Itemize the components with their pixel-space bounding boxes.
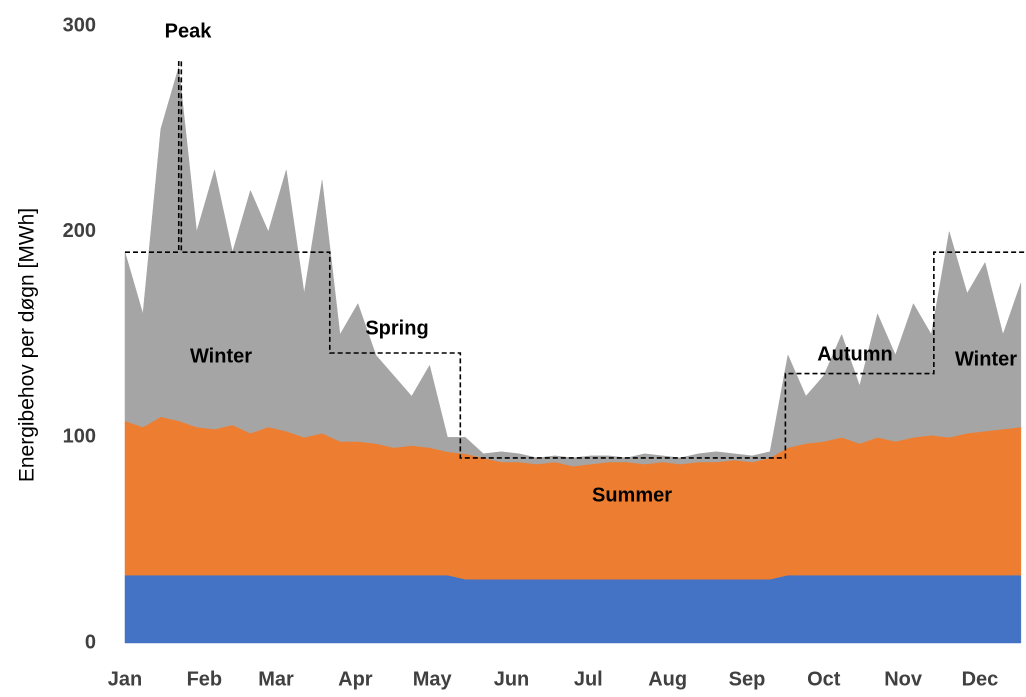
x-tick-label: Apr (338, 668, 373, 690)
y-axis-label: Energibehov per døgn [MWh] (16, 208, 39, 482)
x-tick-label: Jan (108, 668, 142, 690)
x-tick-label: Aug (648, 668, 687, 690)
annotation: Winter (190, 345, 252, 367)
y-tick-label: 0 (85, 631, 96, 653)
x-tick-label: Feb (187, 668, 223, 690)
x-tick-label: Jul (574, 668, 603, 690)
x-tick-label: Oct (807, 668, 841, 690)
x-tick-label: Mar (258, 668, 294, 690)
y-tick-label: 200 (63, 220, 96, 242)
annotation: Autumn (817, 343, 893, 365)
annotation: Winter (955, 348, 1017, 370)
area (124, 574, 1022, 644)
y-tick-label: 100 (63, 426, 96, 448)
annotation: Summer (592, 484, 672, 506)
x-tick-label: Dec (962, 668, 999, 690)
annotation: Peak (165, 20, 213, 42)
x-tick-label: May (413, 668, 453, 690)
y-tick-label: 300 (63, 14, 96, 36)
x-tick-label: Nov (884, 668, 923, 690)
annotation: Spring (365, 317, 428, 339)
area (124, 416, 1022, 580)
area (124, 67, 1022, 467)
x-tick-label: Sep (729, 668, 766, 690)
season-step-line (125, 60, 1026, 459)
x-tick-label: Jun (494, 668, 530, 690)
